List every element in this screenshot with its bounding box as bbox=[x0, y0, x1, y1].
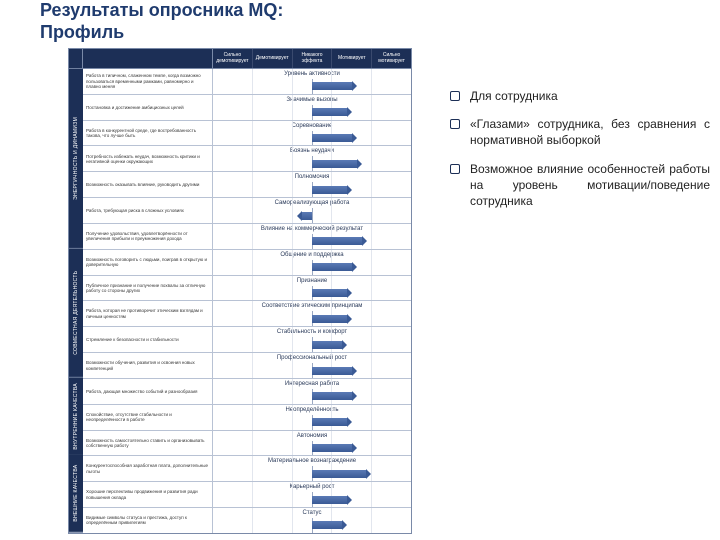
category-label: ВНУТРЕННИЕ КАЧЕСТВА bbox=[69, 378, 83, 456]
row-bar-area: Уровень активности bbox=[213, 69, 411, 94]
chart-row: Работа в конкурентной среде, где востреб… bbox=[83, 120, 411, 146]
bullet-item: «Глазами» сотрудника, без сравнения с но… bbox=[450, 116, 710, 148]
chart-row: Возможности обучения, развития и освоени… bbox=[83, 352, 411, 378]
bar-arrow bbox=[312, 521, 342, 529]
row-bar-area: Соревнование bbox=[213, 121, 411, 146]
row-bar-area: Интересная работа bbox=[213, 379, 411, 404]
chart-row: Работа, требующая риска в сложных услови… bbox=[83, 197, 411, 223]
chart-row: Возможность оказывать влияние, руководит… bbox=[83, 171, 411, 197]
bar-arrow bbox=[312, 341, 342, 349]
bar-arrow bbox=[312, 237, 362, 245]
row-description: Хорошие перспективы продвижения и развит… bbox=[83, 482, 213, 507]
row-description: Спокойствие, отсутствие стабильности и н… bbox=[83, 405, 213, 430]
chart-row: Стремление к безопасности и стабильности… bbox=[83, 326, 411, 352]
row-description: Постановка и достижение амбициозных целе… bbox=[83, 95, 213, 120]
chart-row: Потребность избежать неудач, возможность… bbox=[83, 145, 411, 171]
bar-arrow bbox=[302, 212, 312, 220]
row-bar-area: Материальное вознаграждение bbox=[213, 456, 411, 481]
chart-body: ЭНЕРГИЧНОСТЬ И ДИНАМИЗМСОВМЕСТНАЯ ДЕЯТЕЛ… bbox=[69, 69, 411, 533]
bullet-item: Для сотрудника bbox=[450, 88, 710, 104]
row-description: Работа в типичном, слаженном темпе, когд… bbox=[83, 69, 213, 94]
category-label: ВНЕШНИЕ КАЧЕСТВА bbox=[69, 455, 83, 533]
bar-arrow bbox=[312, 496, 347, 504]
row-description: Возможность оказывать влияние, руководит… bbox=[83, 172, 213, 197]
bar-arrow bbox=[312, 108, 347, 116]
bullet-text: «Глазами» сотрудника, без сравнения с но… bbox=[470, 116, 710, 148]
row-description: Публичное признание и получение похвалы … bbox=[83, 276, 213, 301]
chart-row: Получение удовольствия, удовлетворённост… bbox=[83, 223, 411, 249]
profile-chart: Сильно демотивируетДемотивируетНикакого … bbox=[68, 48, 412, 534]
bar-arrow bbox=[312, 367, 352, 375]
bullet-item: Возможное влияние особенностей работы на… bbox=[450, 161, 710, 210]
bar-arrow bbox=[312, 82, 352, 90]
row-description: Видимые символы статуса и престижа, дост… bbox=[83, 508, 213, 533]
bullet-text: Для сотрудника bbox=[470, 88, 710, 104]
bar-arrow bbox=[312, 160, 357, 168]
chart-row: Работа, которая не противоречит этически… bbox=[83, 300, 411, 326]
chart-row: Работа, дающая множество событий и разно… bbox=[83, 378, 411, 404]
row-bar-area: Признание bbox=[213, 276, 411, 301]
row-bar-area: Неопределённость bbox=[213, 405, 411, 430]
row-description: Работа, требующая риска в сложных услови… bbox=[83, 198, 213, 223]
row-bar-area: Самореализующая работа bbox=[213, 198, 411, 223]
chart-row: Возможность самостоятельно ставить и орг… bbox=[83, 430, 411, 456]
header-col: Сильно демотивирует bbox=[213, 49, 253, 68]
chart-row: Конкурентоспособная заработная плата, до… bbox=[83, 455, 411, 481]
chart-row: Спокойствие, отсутствие стабильности и н… bbox=[83, 404, 411, 430]
row-description: Потребность избежать неудач, возможность… bbox=[83, 146, 213, 171]
bullet-list: Для сотрудника «Глазами» сотрудника, без … bbox=[450, 88, 710, 221]
row-description: Возможность самостоятельно ставить и орг… bbox=[83, 431, 213, 456]
chart-row: Постановка и достижение амбициозных целе… bbox=[83, 94, 411, 120]
chart-row: Возможность поговорить с людьми, поиграв… bbox=[83, 249, 411, 275]
chart-row: Публичное признание и получение похвалы … bbox=[83, 275, 411, 301]
row-description: Возможности обучения, развития и освоени… bbox=[83, 353, 213, 378]
bar-arrow bbox=[312, 289, 347, 297]
chart-row: Видимые символы статуса и престижа, дост… bbox=[83, 507, 411, 533]
bullet-marker-icon bbox=[450, 164, 460, 174]
page-title: Результаты опросника MQ: Профиль bbox=[40, 0, 283, 43]
bullet-marker-icon bbox=[450, 119, 460, 129]
header-col: Демотивирует bbox=[253, 49, 293, 68]
category-label: ЭНЕРГИЧНОСТЬ И ДИНАМИЗМ bbox=[69, 69, 83, 249]
header-col: Сильно мотивирует bbox=[372, 49, 411, 68]
row-bar-area: Автономия bbox=[213, 431, 411, 456]
chart-header: Сильно демотивируетДемотивируетНикакого … bbox=[69, 49, 411, 69]
row-bar-area: Профессиональный рост bbox=[213, 353, 411, 378]
row-bar-area: Влияние на коммерческий результат bbox=[213, 224, 411, 249]
row-description: Получение удовольствия, удовлетворённост… bbox=[83, 224, 213, 249]
bar-arrow bbox=[312, 315, 347, 323]
chart-row: Хорошие перспективы продвижения и развит… bbox=[83, 481, 411, 507]
bar-arrow bbox=[312, 134, 352, 142]
row-bar-area: Общение и поддержка bbox=[213, 250, 411, 275]
row-bar-area: Значимые вызовы bbox=[213, 95, 411, 120]
bar-arrow bbox=[312, 470, 366, 478]
row-description: Работа в конкурентной среде, где востреб… bbox=[83, 121, 213, 146]
header-col: Мотивирует bbox=[332, 49, 372, 68]
bar-arrow bbox=[312, 418, 347, 426]
row-bar-area: Карьерный рост bbox=[213, 482, 411, 507]
row-description: Возможность поговорить с людьми, поиграв… bbox=[83, 250, 213, 275]
row-bar-area: Полномочия bbox=[213, 172, 411, 197]
bar-arrow bbox=[312, 392, 352, 400]
row-description: Работа, которая не противоречит этически… bbox=[83, 301, 213, 326]
header-col: Никакого эффекта bbox=[293, 49, 333, 68]
row-description: Конкурентоспособная заработная плата, до… bbox=[83, 456, 213, 481]
row-bar-area: Статус bbox=[213, 508, 411, 533]
chart-row: Работа в типичном, слаженном темпе, когд… bbox=[83, 69, 411, 94]
bullet-marker-icon bbox=[450, 91, 460, 101]
row-description: Стремление к безопасности и стабильности bbox=[83, 327, 213, 352]
bar-arrow bbox=[312, 186, 347, 194]
category-label: СОВМЕСТНАЯ ДЕЯТЕЛЬНОСТЬ bbox=[69, 249, 83, 378]
row-description: Работа, дающая множество событий и разно… bbox=[83, 379, 213, 404]
row-bar-area: Соответствие этическим принципам bbox=[213, 301, 411, 326]
bullet-text: Возможное влияние особенностей работы на… bbox=[470, 161, 710, 210]
title-line-2: Профиль bbox=[40, 22, 124, 42]
title-line-1: Результаты опросника MQ: bbox=[40, 0, 283, 20]
bar-arrow bbox=[312, 263, 352, 271]
bar-arrow bbox=[312, 444, 352, 452]
row-bar-area: Стабильность и комфорт bbox=[213, 327, 411, 352]
row-bar-area: Боязнь неудачи bbox=[213, 146, 411, 171]
